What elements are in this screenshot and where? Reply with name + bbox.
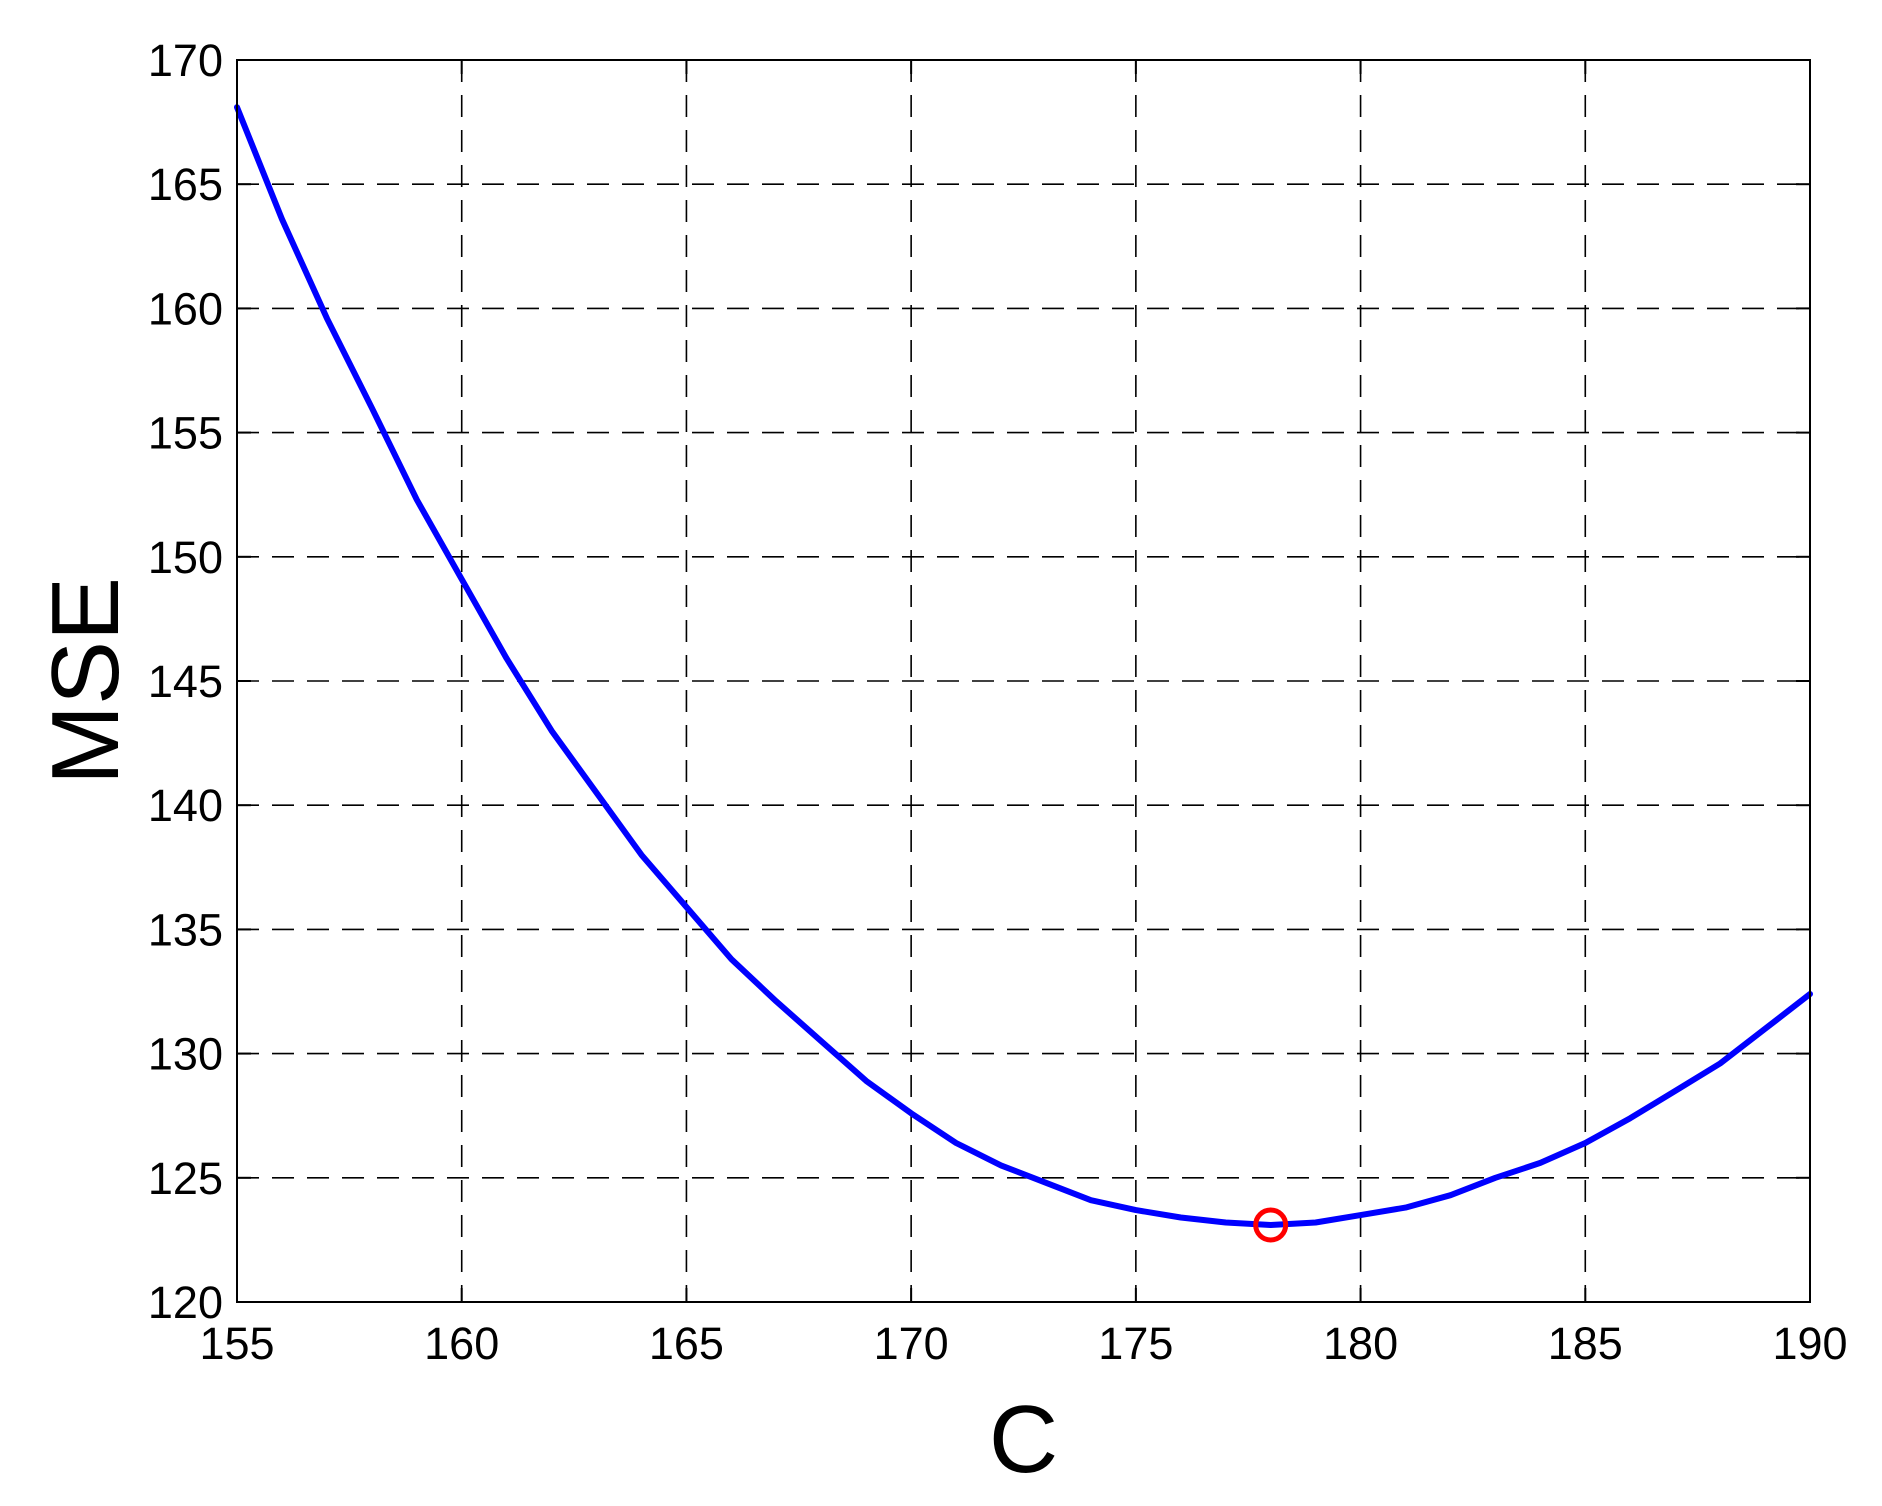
x-tick-label: 165 xyxy=(649,1318,724,1369)
y-tick-label: 125 xyxy=(148,1153,223,1204)
x-tick-label: 190 xyxy=(1772,1318,1847,1369)
y-tick-label: 150 xyxy=(148,532,223,583)
x-tick-label: 170 xyxy=(874,1318,949,1369)
y-tick-label: 145 xyxy=(148,656,223,707)
y-tick-label: 160 xyxy=(148,283,223,334)
y-tick-label: 120 xyxy=(148,1277,223,1328)
y-tick-labels: 120 125 130 135 140 145 150 155 160 165 170 xyxy=(148,35,223,1328)
mse-curve-line xyxy=(234,104,1813,1228)
y-tick-label: 135 xyxy=(148,904,223,955)
y-tick-label: 170 xyxy=(148,35,223,86)
x-tick-label: 180 xyxy=(1323,1318,1398,1369)
grid-lines xyxy=(237,60,1810,1302)
series-layer xyxy=(234,104,1813,1228)
x-tick-label: 185 xyxy=(1548,1318,1623,1369)
y-tick-label: 165 xyxy=(148,159,223,210)
x-tick-label: 155 xyxy=(199,1318,274,1369)
marker-layer xyxy=(1253,1207,1289,1243)
y-axis-label: MSE xyxy=(32,577,139,785)
y-tick-label: 155 xyxy=(148,408,223,459)
x-tick-labels: 155 160 165 170 175 180 185 190 xyxy=(199,1318,1847,1369)
tick-marks xyxy=(236,59,1811,1303)
x-axis-label: C xyxy=(989,1386,1058,1493)
y-tick-label: 140 xyxy=(148,780,223,831)
y-tick-label: 130 xyxy=(148,1029,223,1080)
x-tick-label: 175 xyxy=(1098,1318,1173,1369)
minimum-point-marker xyxy=(1253,1207,1289,1243)
x-tick-label: 160 xyxy=(424,1318,499,1369)
